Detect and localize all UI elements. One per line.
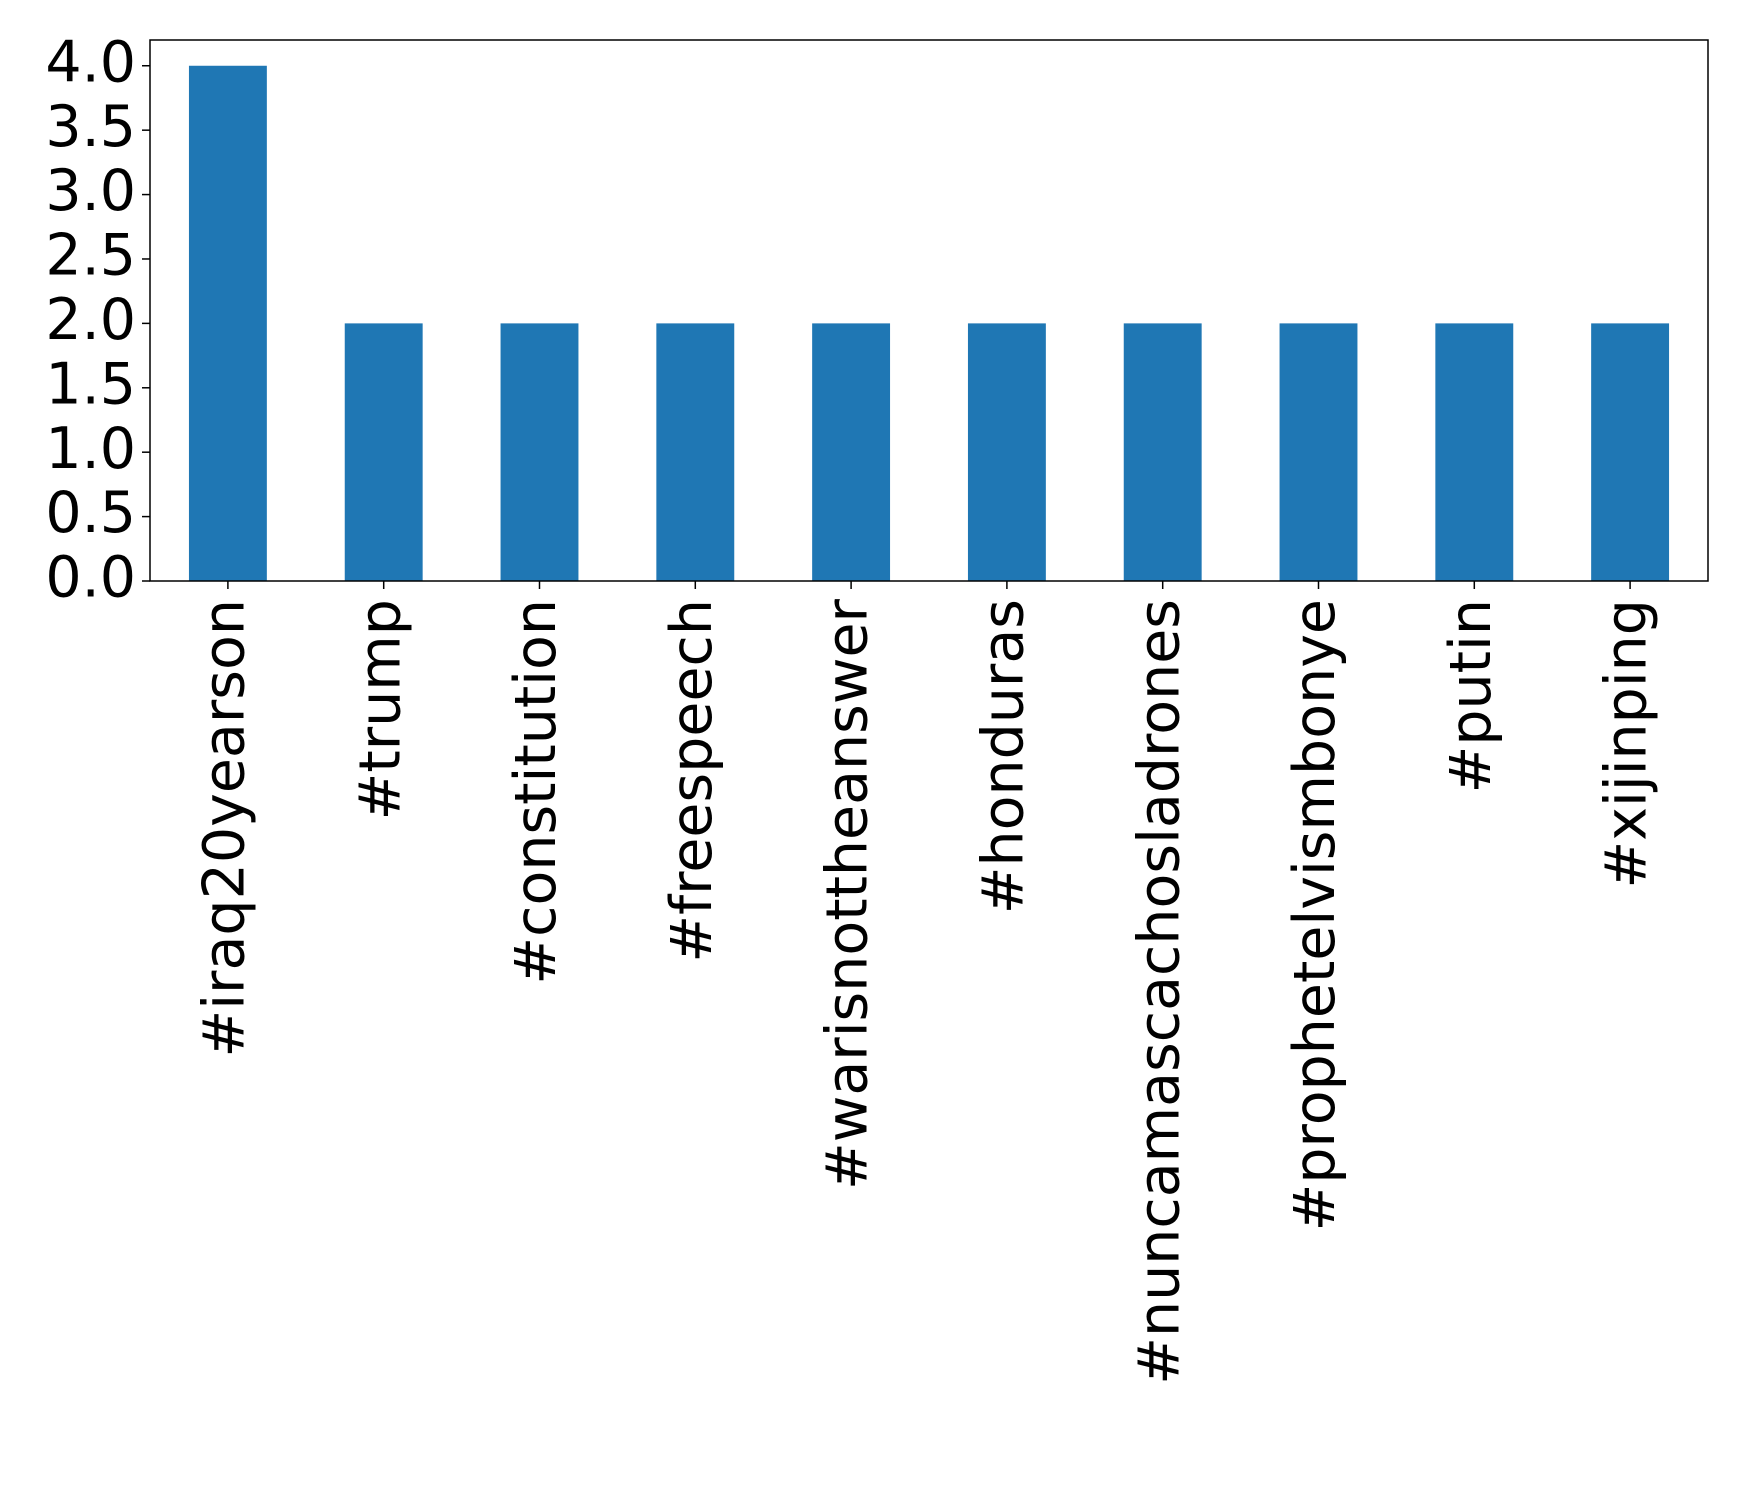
y-tick-label: 0.5	[45, 480, 136, 546]
y-tick-label: 0.0	[45, 545, 136, 611]
plot-frame	[149, 39, 1709, 582]
bar	[1435, 323, 1514, 581]
y-tick-label: 3.5	[45, 94, 136, 160]
y-tick-label: 3.0	[45, 158, 136, 224]
y-tick-label: 2.5	[45, 223, 136, 289]
x-tick-label: #prophetelvismbonye	[1282, 599, 1348, 1231]
y-tick-label: 2.0	[45, 287, 136, 353]
x-tick-label: #constitution	[503, 599, 569, 985]
y-tick-label: 1.5	[45, 351, 136, 417]
x-tick-label: #trump	[347, 599, 413, 820]
bar	[656, 323, 735, 581]
x-tick-label: #honduras	[971, 599, 1037, 914]
x-tick-label: #warisnottheanswer	[815, 598, 881, 1190]
y-tick-label: 4.0	[45, 29, 136, 95]
bar	[188, 65, 267, 581]
bar	[500, 323, 579, 581]
bar	[812, 323, 891, 581]
bar	[344, 323, 423, 581]
bar	[1591, 323, 1670, 581]
bar	[1279, 323, 1358, 581]
x-tick-label: #iraq20yearson	[192, 599, 258, 1058]
x-tick-label: #nuncamascachosladrones	[1126, 599, 1192, 1385]
bar	[1123, 323, 1202, 581]
x-tick-label: #xijinping	[1594, 599, 1660, 888]
bar	[967, 323, 1046, 581]
y-tick-label: 1.0	[45, 416, 136, 482]
x-tick-label: #freespeech	[659, 599, 725, 963]
x-tick-label: #putin	[1438, 599, 1504, 793]
